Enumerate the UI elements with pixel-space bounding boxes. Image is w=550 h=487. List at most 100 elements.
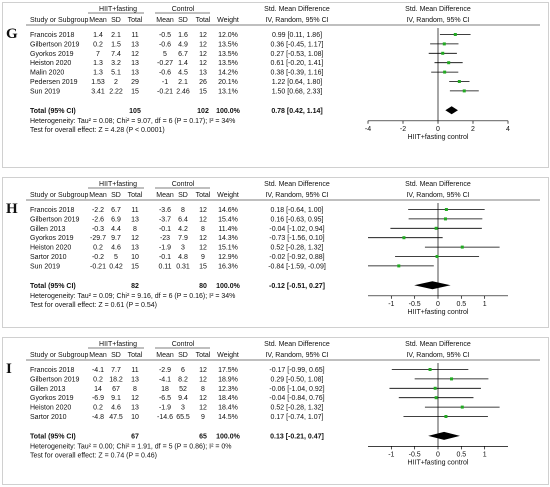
study-name: Sartor 2010 — [30, 254, 67, 261]
column-header-weight: Weight — [217, 192, 239, 199]
column-header-weight: Weight — [217, 352, 239, 359]
cell-total-control: 12 — [199, 367, 207, 374]
cell-weight: 14.2% — [218, 70, 238, 77]
cell-sd-experimental: 2.1 — [111, 32, 121, 39]
cell-ci: 0.36 [-0.45, 1.17] — [271, 41, 324, 48]
cell-mean-control: -0.6 — [159, 70, 171, 77]
effect-marker — [443, 217, 447, 221]
panel-frame — [2, 337, 549, 485]
cell-weight: 17.5% — [218, 367, 238, 374]
panel-letter: G — [6, 26, 18, 42]
study-name: Gillen 2013 — [30, 386, 66, 393]
column-header-total: Total — [196, 192, 211, 199]
cell-total-experimental: 10 — [131, 414, 139, 421]
cell-sd-control: 6.4 — [178, 216, 188, 223]
cell-weight: 13.1% — [218, 88, 238, 95]
study-name: Sun 2019 — [30, 88, 60, 95]
cell-total-control: 12 — [199, 51, 207, 58]
cell-sd-control: 52 — [179, 386, 187, 393]
effect-marker — [442, 42, 446, 46]
effect-marker — [443, 70, 447, 74]
column-header-mean: Mean — [89, 17, 107, 24]
cell-sd-control: 4.5 — [178, 70, 188, 77]
effect-marker — [444, 208, 448, 211]
cell-sd-experimental: 0.42 — [109, 263, 123, 270]
cell-weight: 14.6% — [218, 207, 238, 214]
cell-sd-experimental: 1.5 — [111, 41, 121, 48]
cell-weight: 18.4% — [218, 395, 238, 402]
panel-frame — [2, 2, 549, 168]
cell-sd-experimental: 2.22 — [109, 88, 123, 95]
x-axis-tick-label: -1 — [388, 301, 394, 308]
column-header-sd: SD — [111, 352, 121, 359]
cell-weight: 13.5% — [218, 60, 238, 67]
cell-total-experimental: 12 — [131, 395, 139, 402]
cell-ci: 0.27 [-0.53, 1.08] — [271, 51, 324, 58]
cell-total-experimental: 11 — [131, 367, 138, 374]
x-axis-tick-label: 0 — [436, 301, 440, 308]
cell-total-experimental: 13 — [131, 60, 139, 67]
pooled-diamond — [428, 431, 460, 440]
cell-weight: 14.5% — [218, 414, 238, 421]
effect-marker — [435, 255, 439, 258]
group-header-experimental: HIIT+fasting — [99, 6, 137, 13]
column-header-smd-plot: Std. Mean Difference — [405, 6, 471, 13]
cell-mean-experimental: -0.2 — [92, 254, 104, 261]
cell-mean-experimental: 1.4 — [93, 32, 103, 39]
cell-mean-experimental: -0.3 — [92, 226, 104, 233]
study-name: Francois 2018 — [30, 32, 74, 39]
cell-total-experimental: 10 — [131, 254, 139, 261]
column-header-mean: Mean — [156, 17, 174, 24]
study-name: Sartor 2010 — [30, 414, 67, 421]
effect-marker — [434, 226, 438, 230]
total-weight: 100.0% — [216, 283, 241, 290]
study-name: Francois 2018 — [30, 367, 74, 374]
study-name: Gilbertson 2019 — [30, 376, 80, 383]
group-header-experimental: HIIT+fasting — [99, 181, 137, 188]
cell-total-control: 12 — [199, 395, 207, 402]
forest-plot-panel-g: G HIIT+fasting Control Std. Mean Differenc… — [0, 0, 550, 170]
cell-mean-experimental: -4.1 — [92, 367, 104, 374]
cell-sd-experimental: 4.6 — [111, 245, 121, 252]
cell-ci: 0.52 [-0.28, 1.32] — [271, 405, 324, 412]
effect-marker — [462, 89, 466, 93]
cell-total-experimental: 13 — [131, 405, 139, 412]
cell-sd-control: 1.6 — [178, 32, 188, 39]
column-header-mean: Mean — [156, 192, 174, 199]
cell-weight: 20.1% — [218, 79, 238, 86]
forest-plot-panel-i: I HIIT+fasting Control Std. Mean Differenc… — [0, 335, 550, 487]
total-label: Total (95% CI) — [30, 108, 76, 115]
cell-mean-control: -0.27 — [157, 60, 173, 67]
column-header-sd: SD — [178, 352, 188, 359]
cell-ci: -0.84 [-1.59, -0.09] — [268, 263, 326, 270]
effect-marker — [434, 396, 438, 400]
cell-mean-experimental: 0.2 — [93, 376, 103, 383]
cell-total-experimental: 15 — [131, 88, 139, 95]
cell-sd-experimental: 5 — [114, 254, 118, 261]
column-subheader-plot: IV, Random, 95% CI — [406, 352, 469, 359]
cell-sd-experimental: 47.5 — [109, 414, 123, 421]
panel-letter: H — [6, 201, 18, 217]
cell-sd-control: 4.8 — [178, 254, 188, 261]
group-header-control: Control — [172, 181, 195, 188]
cell-ci: -0.17 [-0.99, 0.65] — [269, 367, 324, 374]
study-name: Heiston 2020 — [30, 405, 71, 412]
cell-weight: 13.5% — [218, 51, 238, 58]
cell-weight: 15.4% — [218, 216, 238, 223]
cell-ci: -0.73 [-1.56, 0.10] — [269, 235, 324, 242]
total-weight: 100.0% — [216, 433, 241, 440]
total-n-control: 65 — [199, 433, 207, 440]
cell-sd-experimental: 4.6 — [111, 405, 121, 412]
cell-mean-control: -23 — [160, 235, 170, 242]
cell-sd-experimental: 7.7 — [111, 367, 121, 374]
cell-total-control: 12 — [199, 405, 207, 412]
total-label: Total (95% CI) — [30, 433, 76, 440]
cell-total-experimental: 11 — [131, 207, 138, 214]
panel-frame — [2, 177, 549, 328]
cell-weight: 18.9% — [218, 376, 238, 383]
cell-sd-control: 4.2 — [178, 226, 188, 233]
overall-effect-test: Test for overall effect: Z = 4.28 (P < 0… — [30, 127, 165, 134]
cell-total-control: 15 — [199, 88, 207, 95]
column-header-weight: Weight — [217, 17, 239, 24]
column-header-smd: Std. Mean Difference — [264, 341, 330, 348]
